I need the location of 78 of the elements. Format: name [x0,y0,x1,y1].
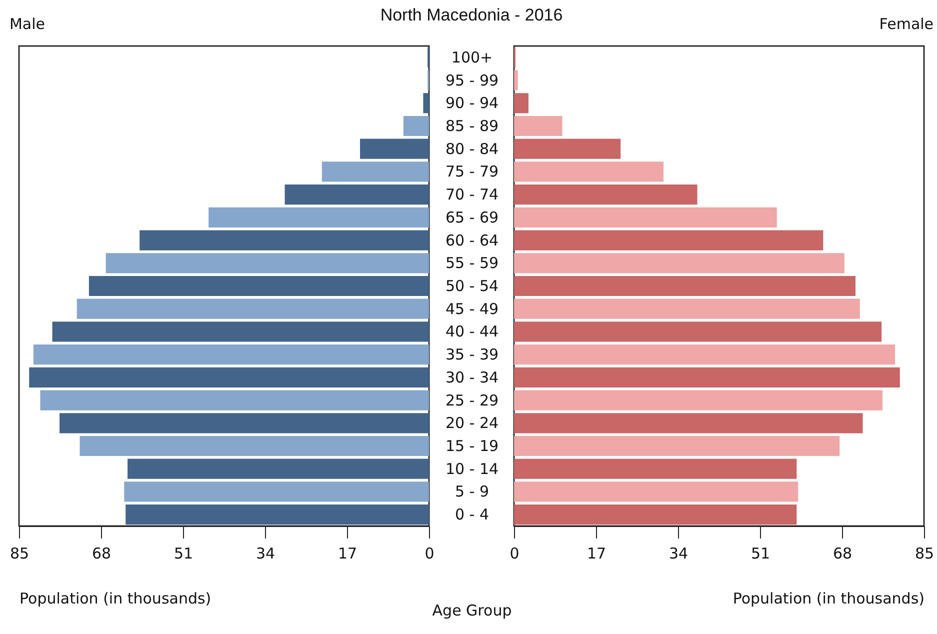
bar [514,344,896,365]
bar [106,253,429,274]
bar [128,458,429,479]
bar [29,367,429,388]
y-tick-label: 50 - 54 [445,277,499,295]
bar [33,344,429,365]
y-tick-label: 0 - 4 [454,506,490,524]
y-tick-label: 10 - 14 [445,460,499,478]
y-tick-label: 85 - 89 [445,117,499,135]
bar [52,322,429,342]
bar [514,70,518,90]
bar [360,138,429,159]
y-tick-label: 75 - 79 [445,162,499,181]
x-tick-label: 17 [586,544,606,562]
bar [423,93,429,114]
bar [514,436,840,456]
chart-subtitle: Female [879,15,934,33]
bar [514,162,664,182]
x-tick-label: 51 [174,544,194,562]
bar [80,436,429,456]
bar [514,253,844,274]
y-tick-label: 20 - 24 [445,414,499,432]
x-tick-label: 68 [832,544,852,562]
bar [514,390,883,410]
x-tick-label: 34 [668,544,688,562]
y-tick-label: 40 - 44 [445,322,499,341]
bar [514,230,824,250]
bar [514,322,882,342]
x-tick-label: 51 [750,544,770,562]
bar [514,138,621,159]
y-tick-label: 30 - 34 [445,368,499,386]
y-tick-label: 70 - 74 [445,186,499,204]
y-tick-label: 25 - 29 [445,391,499,410]
y-tick-label: 90 - 94 [445,94,499,112]
bar [514,207,777,228]
bar [514,413,863,434]
y-tick-label: 35 - 39 [445,346,499,364]
bar [60,413,429,434]
bar [514,504,797,525]
y-tick-label: 100+ [451,48,493,66]
bar [284,184,429,205]
bar [208,207,429,228]
bar [322,162,429,182]
y-tick-label: 45 - 49 [445,300,499,318]
x-tick-label: 85 [10,544,30,562]
y-tick-label: 60 - 64 [445,231,499,250]
bar [514,93,528,114]
y-tick-label: 80 - 84 [445,140,499,158]
text: North Macedonia - 2016 [380,5,563,24]
x-axis-title: Population (in thousands) [20,590,212,608]
y-tick-label: 15 - 19 [445,437,499,455]
bar [514,298,860,319]
bar [40,390,429,410]
y-tick-label: 65 - 69 [445,208,499,226]
y-tick-label: 95 - 99 [445,71,499,90]
y-tick-label: 55 - 59 [445,254,499,272]
x-tick-label: 34 [256,544,276,562]
y-tick-label: 5 - 9 [454,482,490,501]
bar [140,230,429,250]
x-tick-label: 0 [510,544,520,562]
x-tick-label: 0 [424,544,434,562]
bar [514,367,900,388]
bar [124,482,429,502]
x-tick-label: 85 [914,544,934,562]
chart-subtitle: Male [9,15,45,33]
x-tick-label: 17 [338,544,358,562]
bar [514,458,797,479]
bar [76,298,429,319]
x-axis-title: Population (in thousands) [732,590,924,608]
bar [126,504,429,525]
bar [88,276,429,296]
x-tick-label: 68 [92,544,112,562]
bar [403,116,429,136]
bar [514,482,798,502]
bar [514,184,698,205]
bar [514,276,856,296]
y-axis-title: Age Group [432,602,512,620]
bar [514,116,562,136]
